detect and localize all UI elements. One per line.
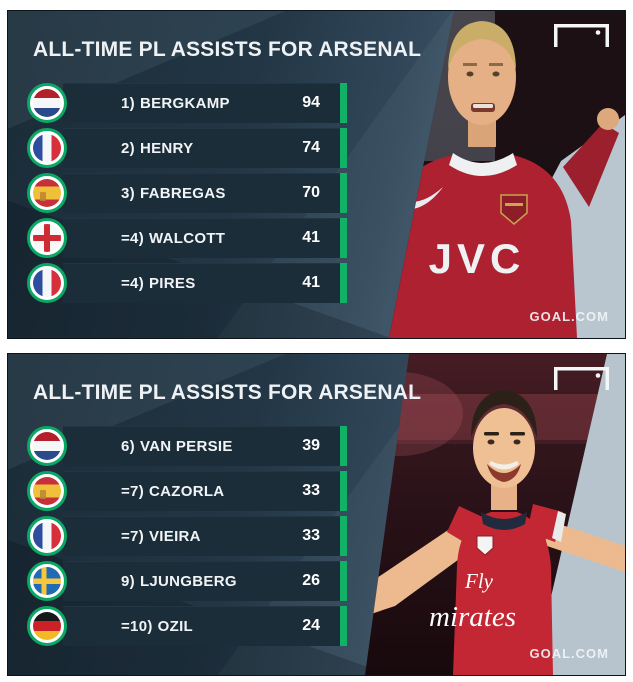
rank-row: 2) HENRY 74 [27,128,347,168]
flag-spain-icon [27,173,67,213]
goal-frame-icon [554,367,609,390]
player-label: =4) WALCOTT [121,229,226,247]
flag-sweden-icon [27,561,67,601]
flag-england-icon [27,218,67,258]
rank-row: =4) WALCOTT 41 [27,218,347,258]
player-label: =4) PIRES [121,274,196,292]
flag-netherlands-icon [27,426,67,466]
rank-row: 6) VAN PERSIE 39 [27,426,347,466]
rank-row: 3) FABREGAS 70 [27,173,347,213]
panel-top-assists-1: JVC ALL-TIME PL ASSISTS FOR ARSENAL 1) BE… [7,10,626,339]
assists-value: 24 [302,617,320,634]
assists-value: 33 [302,482,320,499]
shirt-sponsor-text: JVC [429,235,526,282]
assists-value: 74 [302,139,320,156]
ball-icon [595,373,601,378]
green-accent-bar [340,426,347,466]
flag-france-icon [27,128,67,168]
assists-value: 33 [302,527,320,544]
green-accent-bar [340,263,347,303]
goal-watermark: GOAL.COM [529,646,609,661]
player-label: 1) BERGKAMP [121,94,230,112]
green-accent-bar [340,218,347,258]
goal-watermark: GOAL.COM [529,309,609,324]
player-label: 2) HENRY [121,139,194,157]
player-label: 6) VAN PERSIE [121,437,233,455]
stands-gray-wedge [533,354,625,675]
player-label: =7) VIEIRA [121,527,201,545]
player-label: =7) CAZORLA [121,482,225,500]
flag-france-icon [27,516,67,556]
shirt-sponsor-line2: mirates [429,601,516,633]
green-accent-bar [340,471,347,511]
ball-icon [595,30,601,35]
arsenal-crest-icon [476,535,494,556]
rank-row: =7) VIEIRA 33 [27,516,347,556]
assists-value: 94 [302,94,320,111]
green-accent-bar [340,128,347,168]
panel-title: ALL-TIME PL ASSISTS FOR ARSENAL [33,38,422,61]
ranking-list: 6) VAN PERSIE 39 =7) CAZORLA 33 =7) VIEIRA … [27,426,347,651]
green-accent-bar [340,561,347,601]
flag-france-icon [27,263,67,303]
assists-value: 41 [302,229,320,246]
flag-spain-icon [27,471,67,511]
shirt-sponsor-line1: Fly [464,569,494,593]
panel-title: ALL-TIME PL ASSISTS FOR ARSENAL [33,381,422,404]
green-accent-bar [340,83,347,123]
rank-row: =4) PIRES 41 [27,263,347,303]
panel-top-assists-2: Fly mirates ALL-TIME PL ASSISTS FOR ARSE… [7,353,626,676]
green-accent-bar [340,173,347,213]
rank-row: =10) OZIL 24 [27,606,347,646]
flag-germany-icon [27,606,67,646]
flag-netherlands-icon [27,83,67,123]
player-photo-ozil: Fly mirates [365,354,625,675]
assists-value: 41 [302,274,320,291]
assists-value: 70 [302,184,320,201]
rank-row: 1) BERGKAMP 94 [27,83,347,123]
rank-row: =7) CAZORLA 33 [27,471,347,511]
green-accent-bar [340,606,347,646]
goal-frame-icon [554,24,609,47]
green-accent-bar [340,516,347,556]
arsenal-crest-icon [500,194,528,225]
assists-value: 26 [302,572,320,589]
player-label: =10) OZIL [121,617,194,635]
assists-value: 39 [302,437,320,454]
player-label: 3) FABREGAS [121,184,226,202]
ranking-list: 1) BERGKAMP 94 2) HENRY 74 3) FABREGAS 70 =… [27,83,347,308]
player-label: 9) LJUNGBERG [121,572,237,590]
rank-row: 9) LJUNGBERG 26 [27,561,347,601]
player-photo-bergkamp: JVC [365,11,625,338]
